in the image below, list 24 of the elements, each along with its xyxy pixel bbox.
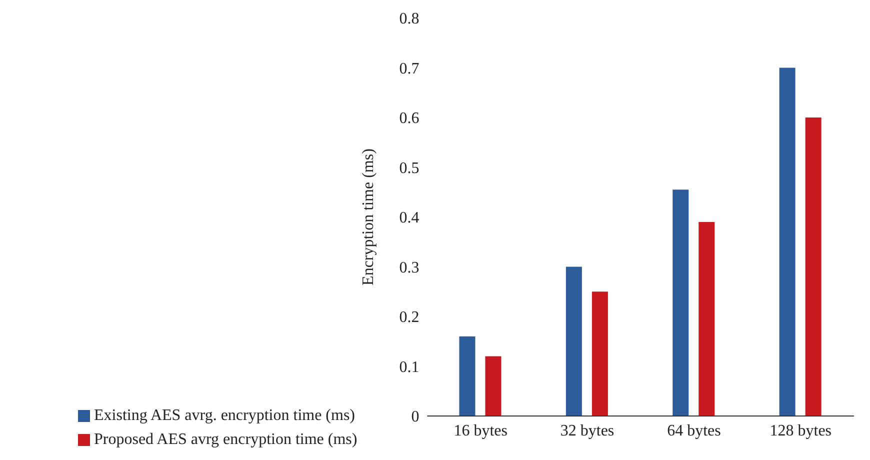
y-tick-label: 0.5	[399, 160, 420, 177]
bar	[592, 292, 608, 416]
bar	[698, 222, 715, 416]
bar	[805, 118, 822, 416]
y-tick-label: 0.1	[399, 358, 420, 376]
y-tick-label: 0.7	[399, 60, 420, 78]
y-axis-title: Encryption time (ms)	[360, 148, 377, 286]
bar	[485, 356, 502, 416]
x-tick-label: 64 bytes	[667, 422, 721, 440]
legend-label: Existing AES avrg. encryption time (ms)	[94, 407, 356, 424]
y-tick-label: 0.8	[399, 10, 420, 28]
legend-label: Proposed AES avrg encryption time (ms)	[94, 431, 358, 448]
bar	[566, 266, 582, 416]
y-tick-label: 0.2	[399, 309, 420, 326]
x-tick-label: 128 bytes	[770, 422, 832, 440]
y-tick-label: 0.3	[399, 259, 420, 276]
y-tick-label: 0.6	[399, 110, 420, 128]
bar	[459, 336, 476, 416]
x-tick-label: 32 bytes	[560, 422, 614, 440]
y-tick-label: 0.4	[399, 210, 420, 227]
bar	[672, 190, 689, 416]
x-tick-label: 16 bytes	[454, 422, 508, 440]
y-tick-label: 0	[411, 408, 420, 426]
bar	[779, 68, 796, 416]
